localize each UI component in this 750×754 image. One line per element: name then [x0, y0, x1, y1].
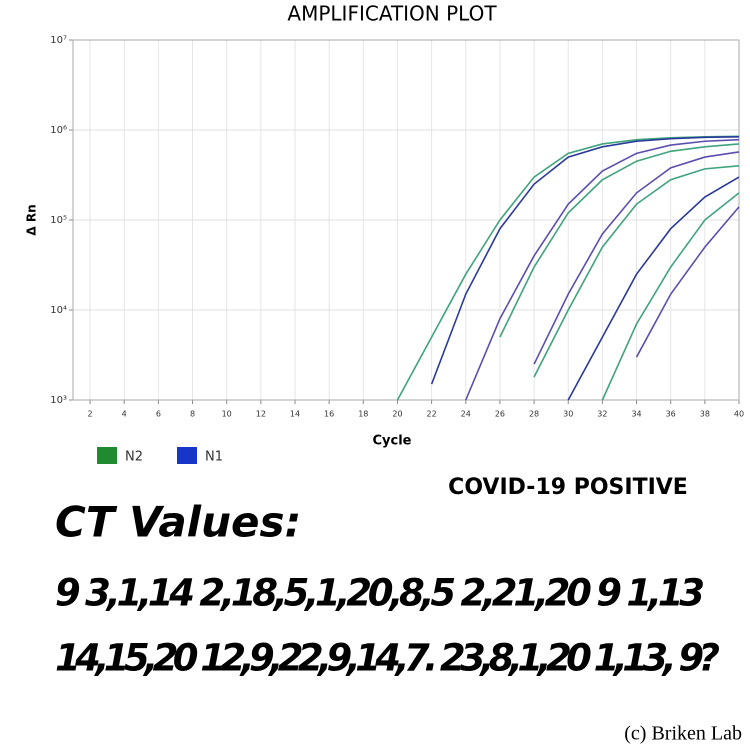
x-tick-label: 16 [324, 410, 334, 419]
x-tick-label: 40 [734, 410, 744, 419]
y-axis-label: Δ Rn [25, 204, 39, 235]
x-tick-label: 14 [290, 410, 300, 419]
x-tick-label: 18 [358, 410, 368, 419]
legend-label: N2 [125, 450, 143, 465]
curve [635, 206, 740, 358]
curve [430, 136, 740, 385]
x-tick-label: 36 [666, 410, 676, 419]
x-tick-label: 8 [190, 410, 195, 419]
x-tick-label: 4 [122, 410, 127, 419]
legend-swatch [177, 447, 197, 464]
x-tick-label: 30 [563, 410, 573, 419]
x-tick-label: 2 [88, 410, 93, 419]
ct-heading: CT Values: [55, 498, 301, 547]
curve [499, 143, 740, 338]
x-tick-label: 26 [495, 410, 505, 419]
chart-title: AMPLIFICATION PLOT [287, 2, 497, 26]
x-tick-label: 6 [156, 410, 161, 419]
x-tick-label: 34 [631, 410, 641, 419]
curve [533, 165, 740, 378]
plot-frame [72, 39, 740, 401]
curve [533, 151, 740, 365]
ct-line: 9 3,1,14 2,18,5,1,20,8,5 2,21,20 9 1,13 [55, 572, 705, 615]
curve [567, 176, 740, 401]
legend-label: N1 [205, 450, 223, 465]
y-tick-label: 10⁴ [50, 305, 67, 316]
x-tick-label: 10 [222, 410, 232, 419]
y-tick-label: 10³ [50, 395, 67, 406]
x-tick-label: 24 [461, 410, 471, 419]
x-tick-label: 38 [700, 410, 710, 419]
curve [601, 192, 740, 401]
y-tick-label: 10⁷ [50, 35, 67, 46]
status-label: COVID-19 POSITIVE [448, 475, 688, 500]
ct-line: 14,15,20 12,9,22,9,14,7. 23,8,1,20 1,13,… [55, 637, 720, 680]
y-tick-label: 10⁶ [50, 125, 67, 136]
credit: (c) Briken Lab [624, 723, 742, 745]
curve [465, 138, 740, 401]
y-tick-label: 10⁵ [50, 215, 67, 226]
x-tick-label: 20 [392, 410, 402, 419]
x-tick-label: 12 [256, 410, 266, 419]
x-tick-label: 32 [597, 410, 607, 419]
x-tick-label: 28 [529, 410, 539, 419]
legend-swatch [97, 447, 117, 464]
x-tick-label: 22 [427, 410, 437, 419]
x-axis-label: Cycle [373, 434, 412, 449]
